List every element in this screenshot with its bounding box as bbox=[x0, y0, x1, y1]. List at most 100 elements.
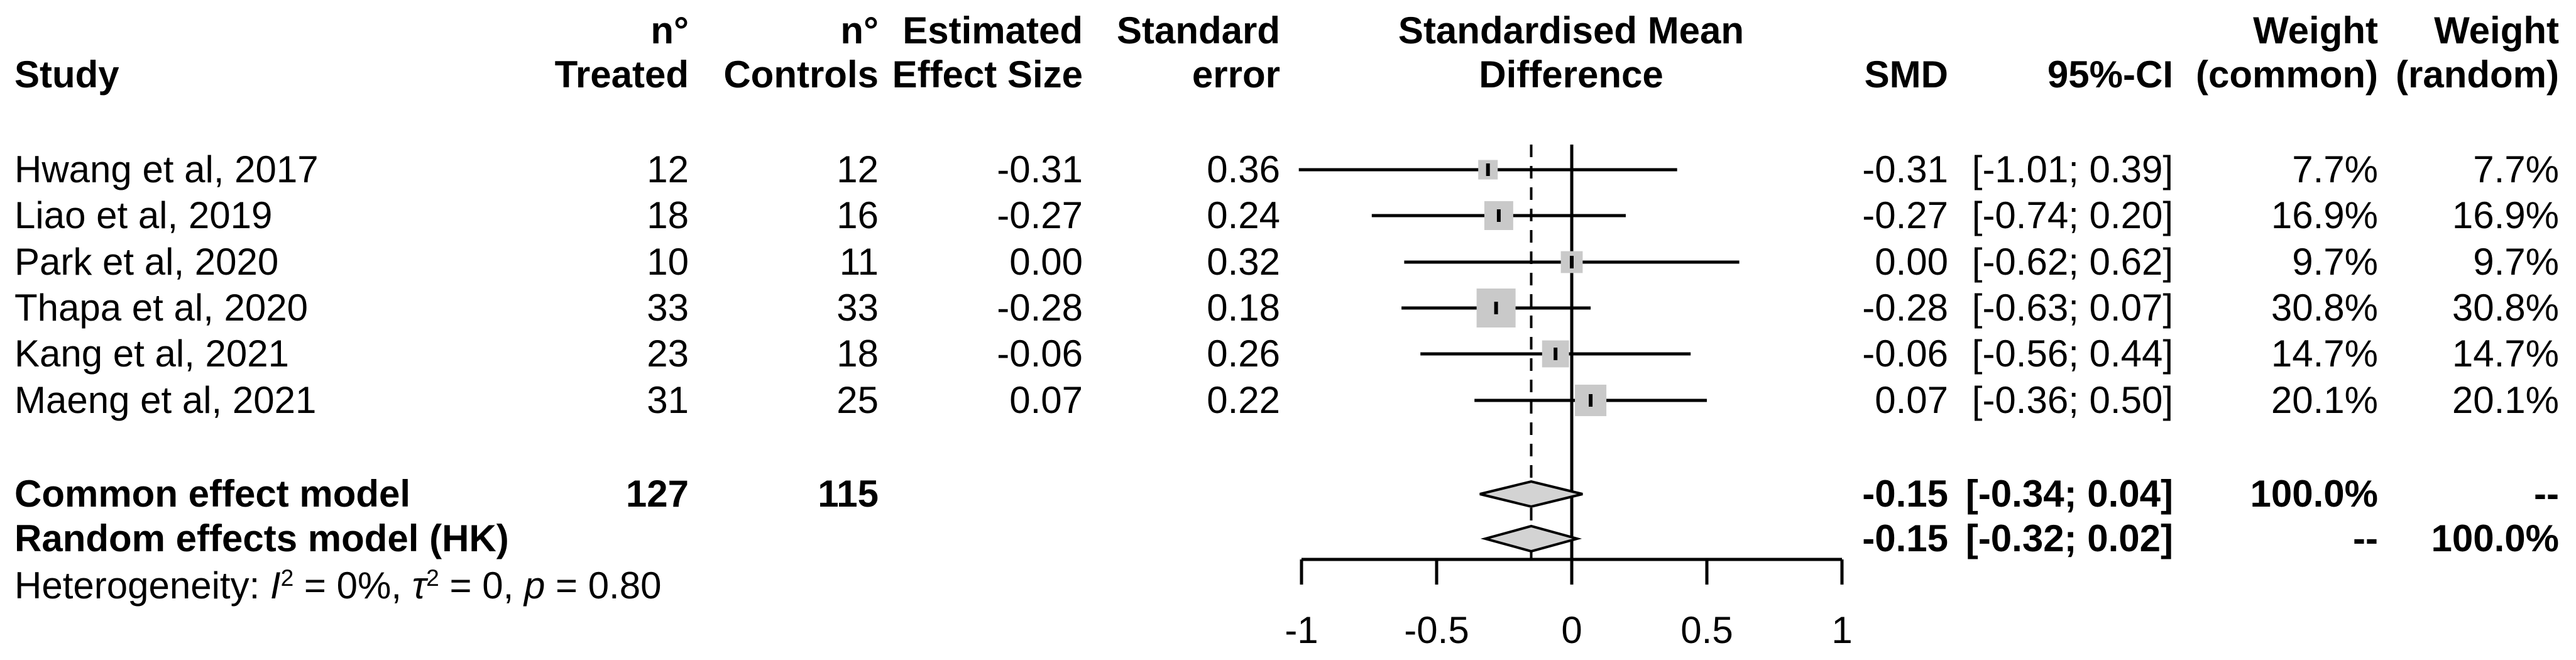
n-controls-value: 25 bbox=[836, 379, 879, 421]
pooled-random-weight-random: 100.0% bbox=[2431, 517, 2560, 559]
weight-random-value: 7.7% bbox=[2473, 148, 2559, 190]
i-squared-value: = 0%, bbox=[293, 564, 412, 607]
n-controls-value: 12 bbox=[836, 148, 879, 190]
pooled-common-n-controls: 115 bbox=[818, 473, 879, 515]
weight-random-value: 30.8% bbox=[2452, 287, 2559, 329]
smd-value: -0.27 bbox=[1862, 194, 1948, 236]
smd-value: -0.06 bbox=[1862, 333, 1948, 375]
x-axis-tick-label: -1 bbox=[1285, 609, 1318, 651]
pooled-common-label: Common effect model bbox=[14, 473, 411, 515]
ci-value: [-0.74; 0.20] bbox=[1971, 194, 2173, 236]
pooled-common-weight-common: 100.0% bbox=[2250, 473, 2379, 515]
column-header-weight-common-line1: Weight bbox=[2253, 9, 2378, 52]
ci-value: [-1.01; 0.39] bbox=[1971, 148, 2173, 190]
n-treated-value: 23 bbox=[647, 333, 689, 375]
column-header-effect-line2: Effect Size bbox=[892, 53, 1083, 96]
column-header-weight-random-line2: (random) bbox=[2396, 53, 2559, 96]
column-header-effect-line1: Estimated bbox=[902, 9, 1083, 52]
p-symbol: p bbox=[523, 564, 545, 607]
study-label: Hwang et al, 2017 bbox=[14, 148, 319, 190]
weight-common-value: 9.7% bbox=[2292, 241, 2378, 283]
weight-common-value: 7.7% bbox=[2292, 148, 2378, 190]
weight-random-value: 14.7% bbox=[2452, 333, 2559, 375]
std-error-value: 0.22 bbox=[1207, 379, 1280, 421]
i-squared-exponent: 2 bbox=[280, 564, 294, 591]
column-header-study: Study bbox=[14, 53, 119, 96]
weight-random-value: 20.1% bbox=[2452, 379, 2559, 421]
pooled-random-smd: -0.15 bbox=[1862, 517, 1948, 559]
effect-size-value: 0.00 bbox=[1009, 241, 1083, 283]
pooled-random-ci: [-0.32; 0.02] bbox=[1965, 517, 2173, 559]
n-treated-value: 10 bbox=[647, 241, 689, 283]
n-treated-value: 12 bbox=[647, 148, 689, 190]
tau-squared-exponent: 2 bbox=[426, 564, 439, 591]
n-controls-value: 16 bbox=[836, 194, 879, 236]
study-label: Liao et al, 2019 bbox=[14, 194, 273, 236]
effect-point-marker bbox=[1554, 348, 1558, 360]
smd-value: -0.31 bbox=[1862, 148, 1948, 190]
x-axis-tick-label: 0 bbox=[1561, 609, 1582, 651]
x-axis-tick-label: -0.5 bbox=[1404, 609, 1469, 651]
pooled-random-label: Random effects model (HK) bbox=[14, 517, 509, 559]
ci-value: [-0.62; 0.62] bbox=[1971, 241, 2173, 283]
smd-value: 0.00 bbox=[1875, 241, 1948, 283]
weight-common-value: 16.9% bbox=[2271, 194, 2378, 236]
study-label: Maeng et al, 2021 bbox=[14, 379, 317, 421]
column-header-se-line2: error bbox=[1192, 53, 1280, 96]
effect-point-marker bbox=[1486, 163, 1490, 176]
effect-point-marker bbox=[1589, 394, 1593, 407]
n-treated-value: 33 bbox=[647, 287, 689, 329]
column-header-weight-random-line1: Weight bbox=[2434, 9, 2559, 52]
effect-point-marker bbox=[1570, 256, 1574, 268]
effect-size-value: -0.27 bbox=[997, 194, 1083, 236]
pooled-common-ci: [-0.34; 0.04] bbox=[1965, 473, 2173, 515]
n-treated-value: 18 bbox=[647, 194, 689, 236]
i-squared-symbol: I bbox=[270, 564, 281, 607]
p-value: = 0.80 bbox=[545, 564, 662, 607]
n-controls-value: 33 bbox=[836, 287, 879, 329]
weight-common-value: 20.1% bbox=[2271, 379, 2378, 421]
common-effect-diamond bbox=[1479, 480, 1583, 509]
random-effects-diamond bbox=[1480, 524, 1582, 553]
column-header-n-treated-line2: Treated bbox=[554, 53, 689, 96]
x-axis-tick-label: 0.5 bbox=[1680, 609, 1733, 651]
study-label: Kang et al, 2021 bbox=[14, 333, 290, 375]
std-error-value: 0.32 bbox=[1207, 241, 1280, 283]
n-controls-value: 18 bbox=[836, 333, 879, 375]
ci-value: [-0.63; 0.07] bbox=[1971, 287, 2173, 329]
weight-random-value: 16.9% bbox=[2452, 194, 2559, 236]
column-header-plot-line1: Standardised Mean bbox=[1398, 9, 1745, 52]
column-header-ci: 95%-CI bbox=[2047, 53, 2173, 96]
x-axis-tick-label: 1 bbox=[1831, 609, 1853, 651]
column-header-n-controls-line1: n° bbox=[840, 9, 879, 52]
column-header-smd: SMD bbox=[1864, 53, 1948, 96]
effect-size-value: 0.07 bbox=[1009, 379, 1083, 421]
pooled-random-weight-common: -- bbox=[2353, 517, 2378, 559]
n-controls-value: 11 bbox=[839, 241, 879, 283]
ci-value: [-0.56; 0.44] bbox=[1971, 333, 2173, 375]
std-error-value: 0.18 bbox=[1207, 287, 1280, 329]
ci-value: [-0.36; 0.50] bbox=[1971, 379, 2173, 421]
effect-point-marker bbox=[1496, 209, 1501, 222]
heterogeneity-prefix: Heterogeneity: bbox=[14, 564, 270, 607]
column-header-plot-line2: Difference bbox=[1479, 53, 1663, 96]
column-header-weight-common-line2: (common) bbox=[2196, 53, 2378, 96]
column-header-n-controls-line2: Controls bbox=[723, 53, 879, 96]
effect-size-value: -0.28 bbox=[997, 287, 1083, 329]
weight-common-value: 30.8% bbox=[2271, 287, 2378, 329]
pooled-common-n-treated: 127 bbox=[625, 473, 689, 515]
n-treated-value: 31 bbox=[647, 379, 689, 421]
heterogeneity-note: Heterogeneity: I2 = 0%, τ2 = 0, p = 0.80 bbox=[14, 564, 662, 607]
column-header-se-line1: Standard bbox=[1116, 9, 1280, 52]
weight-random-value: 9.7% bbox=[2473, 241, 2559, 283]
tau-squared-symbol: τ bbox=[412, 564, 427, 607]
std-error-value: 0.24 bbox=[1207, 194, 1280, 236]
smd-value: 0.07 bbox=[1875, 379, 1948, 421]
effect-size-value: -0.06 bbox=[997, 333, 1083, 375]
study-label: Park et al, 2020 bbox=[14, 241, 279, 283]
pooled-common-weight-random: -- bbox=[2534, 473, 2559, 515]
smd-value: -0.28 bbox=[1862, 287, 1948, 329]
std-error-value: 0.26 bbox=[1207, 333, 1280, 375]
